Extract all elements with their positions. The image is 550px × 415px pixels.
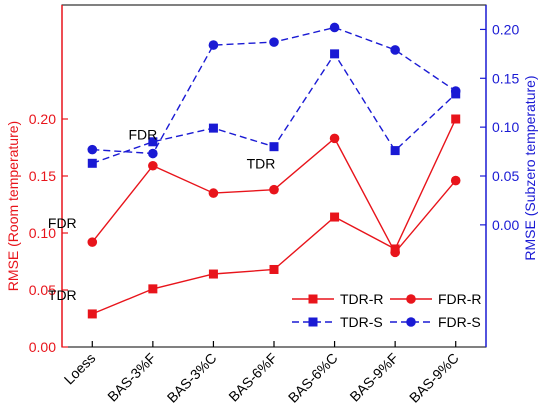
legend-marker (406, 294, 416, 304)
annotations: FDR TDR FDR TDR (48, 127, 275, 303)
data-point (148, 137, 158, 147)
x-tick-label: BAS-9%C (406, 350, 462, 406)
series-layer (87, 22, 461, 319)
legend-label: TDR-S (340, 314, 383, 330)
legend-item-tdr-s: TDR-S (292, 314, 383, 330)
data-point (390, 146, 400, 156)
data-point (208, 269, 218, 279)
data-point (269, 264, 279, 274)
left-tick-label: 0.15 (29, 168, 56, 184)
series-fdr-r (87, 133, 461, 258)
x-tick-label: BAS-6%C (285, 350, 341, 406)
data-point (390, 247, 400, 258)
data-point (450, 86, 461, 96)
legend: TDR-R FDR-R TDR-S FDR-S (292, 291, 482, 330)
left-tick-label: 0.00 (29, 339, 56, 355)
data-point (208, 123, 218, 133)
data-point (87, 158, 97, 168)
data-point (330, 49, 340, 59)
legend-item-fdr-r: FDR-R (390, 291, 482, 307)
data-point (208, 188, 219, 198)
data-point (269, 184, 279, 195)
data-point (330, 212, 340, 222)
annotation-label: TDR (247, 156, 276, 172)
x-tick-label: BAS-9%F (346, 350, 401, 405)
right-tick-label: 0.05 (492, 168, 519, 184)
annotation-label: TDR (48, 287, 77, 303)
data-point (269, 37, 279, 47)
x-tick-label: BAS-3%C (164, 350, 220, 406)
x-tick-label: BAS-3%F (104, 350, 159, 405)
series-fdr-s (87, 22, 461, 159)
data-point (269, 142, 279, 152)
data-point (208, 40, 219, 50)
legend-item-fdr-s: FDR-S (390, 314, 481, 330)
right-tick-label: 0.10 (492, 119, 519, 135)
axes: 0.00 0.05 0.10 0.15 0.20 RMSE (Room temperatu… (5, 5, 538, 406)
right-axis-title: RMSE (Subzero temperature) (522, 75, 538, 260)
x-tick-label: Loess (61, 350, 99, 388)
data-point (390, 45, 400, 55)
plot-frame (61, 4, 487, 348)
legend-marker (406, 317, 416, 327)
left-tick-label: 0.20 (29, 111, 56, 127)
annotation-label: FDR (48, 215, 77, 231)
legend-label: FDR-S (438, 314, 481, 330)
legend-marker (308, 317, 318, 327)
series-tdr-s (87, 49, 461, 168)
data-point (148, 160, 158, 171)
left-axis-title: RMSE (Room temperature) (5, 121, 21, 291)
legend-item-tdr-r: TDR-R (292, 291, 384, 307)
data-point (87, 144, 98, 155)
right-tick-label: 0.15 (492, 70, 519, 86)
data-point (451, 114, 461, 124)
legend-label: TDR-R (340, 291, 384, 307)
right-tick-label: 0.00 (492, 217, 519, 233)
legend-marker (308, 294, 318, 304)
data-point (87, 237, 98, 247)
data-point (450, 175, 461, 186)
right-tick-label: 0.20 (492, 21, 519, 37)
data-point (148, 148, 158, 159)
left-tick-label: 0.10 (29, 225, 56, 241)
data-point (148, 284, 158, 294)
x-tick-label: BAS-6%F (225, 350, 280, 405)
data-point (329, 22, 340, 33)
annotation-label: FDR (128, 127, 157, 143)
data-point (87, 309, 97, 319)
left-tick-label: 0.05 (29, 282, 56, 298)
legend-label: FDR-R (438, 291, 482, 307)
data-point (329, 133, 340, 144)
